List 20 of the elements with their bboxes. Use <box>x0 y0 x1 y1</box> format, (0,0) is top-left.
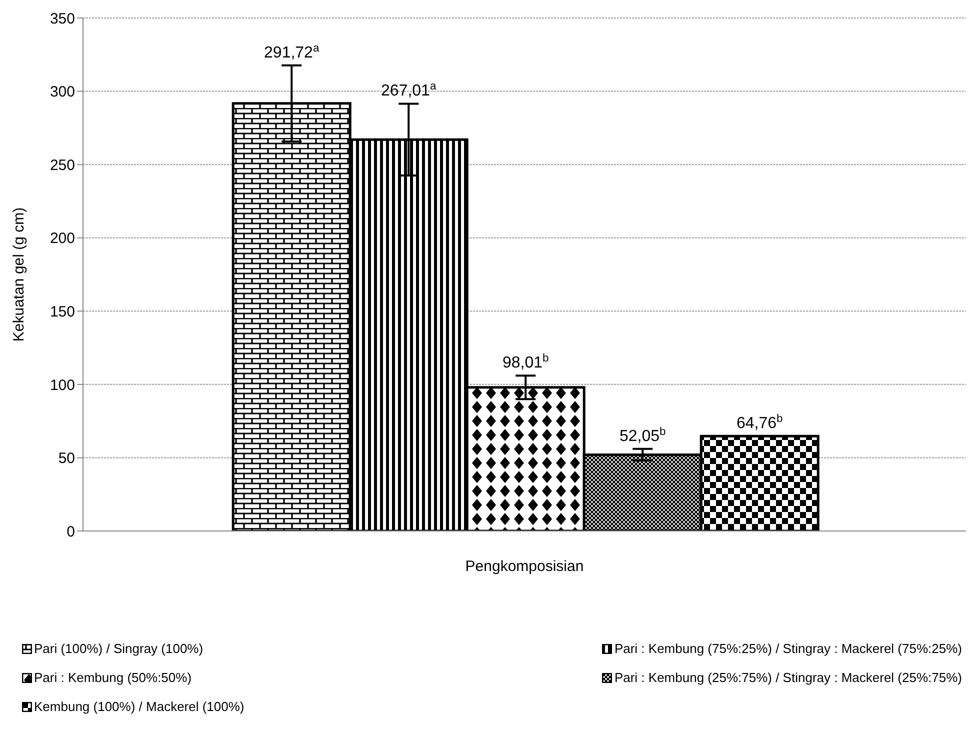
data-label: 267,01$^{a}$ <box>381 80 437 100</box>
y-axis-title: Kekuatan gel (g cm) <box>10 207 28 342</box>
legend-label: Pari : Kembung (50%:50%) <box>34 670 192 685</box>
y-tick-label: 300 <box>50 84 75 101</box>
legend-label: Pari (100%) / Singray (100%) <box>34 641 204 656</box>
data-label: 64,76$^{b}$ <box>736 413 783 432</box>
legend-label: Kembung (100%) / Mackerel (100%) <box>34 699 244 714</box>
data-label: 98,01$^{b}$ <box>502 352 549 372</box>
y-tick-label: 200 <box>50 230 75 248</box>
legend-label: Pari : Kembung (25%:75%) / Stingray : Mackerel (25%:75%) <box>614 670 962 685</box>
data-label: 52,05$^{b}$ <box>619 426 666 445</box>
y-tick-label: 0 <box>66 523 75 540</box>
y-tick-label: 250 <box>50 156 75 174</box>
y-tick-label: 350 <box>50 10 75 28</box>
y-tick-label: 50 <box>58 450 75 468</box>
data-label: 291,72$^{a}$ <box>264 42 320 62</box>
legend-label: Pari : Kembung (75%:25%) / Stingray : Mackerel (75%:25%) <box>614 641 962 656</box>
y-tick-label: 100 <box>50 376 75 394</box>
y-tick-label: 150 <box>50 303 75 320</box>
x-axis-title: Pengkomposisian <box>465 558 584 575</box>
